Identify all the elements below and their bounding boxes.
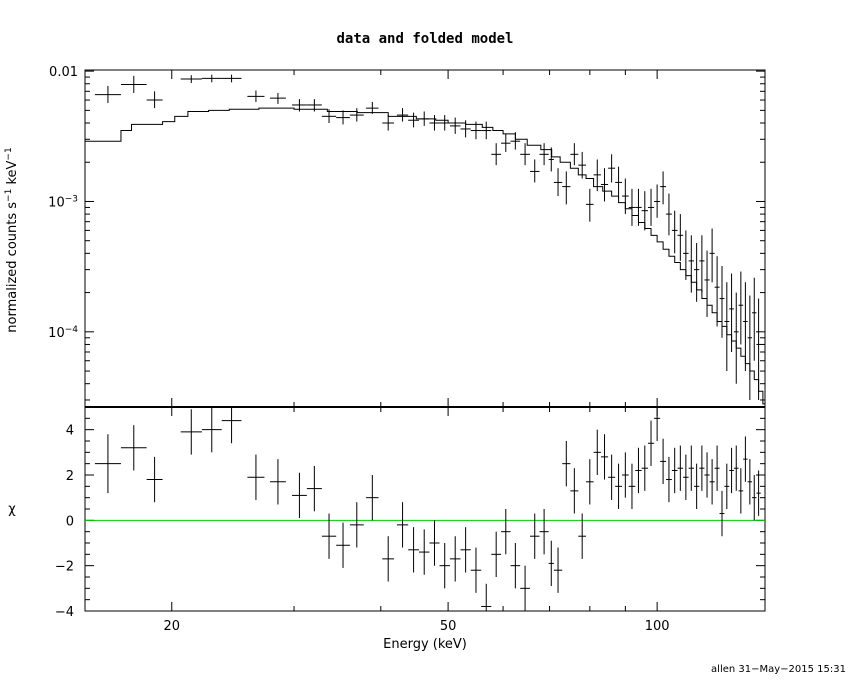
y-tick-label-bottom: 2 [66,469,74,484]
x-tick-label: 100 [645,619,670,634]
y-tick-label-bottom: −2 [55,560,74,575]
y-tick-label-top: 10−3 [48,194,78,210]
y-tick-label-bottom: −4 [55,605,74,620]
y-axis-label-bottom: χ [8,502,16,517]
x-tick-label: 20 [163,619,180,634]
bottom-panel: 20 50 100 −4 −2 0 2 4 [55,406,766,634]
x-tick-label: 50 [440,619,457,634]
y-tick-label-bottom: 0 [66,514,74,529]
top-panel: 0.01 10−3 10−4 [48,65,766,408]
model-step-line [85,107,765,405]
y-tick-label-top: 10−4 [48,325,78,341]
y-tick-label-bottom: 4 [66,424,74,439]
x-axis-label: Energy (keV) [383,637,467,652]
chart-title: data and folded model [336,31,513,47]
bottom-panel-frame [84,406,766,612]
y-axis-label-top: normalized counts s−1 keV−1 [4,147,20,332]
top-panel-frame [84,69,766,408]
y-tick-label-top: 0.01 [49,65,78,80]
footer-text: allen 31−May−2015 15:31 [711,664,846,675]
